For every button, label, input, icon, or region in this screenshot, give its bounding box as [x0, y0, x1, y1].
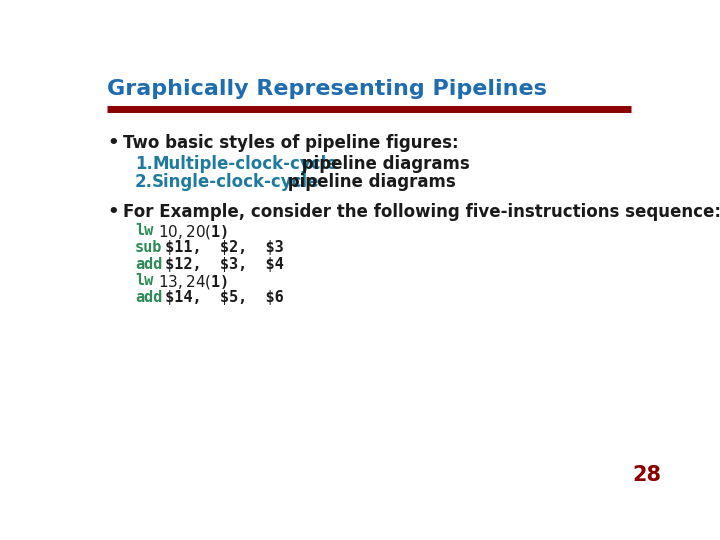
- Text: pipeline diagrams: pipeline diagrams: [282, 173, 456, 191]
- Text: sub: sub: [135, 240, 162, 254]
- Text: Multiple-clock-cycle: Multiple-clock-cycle: [152, 155, 338, 173]
- Text: 28: 28: [632, 465, 662, 485]
- Text: $14,  $5,  $6: $14, $5, $6: [156, 291, 284, 306]
- Text: Graphically Representing Pipelines: Graphically Representing Pipelines: [107, 79, 547, 99]
- Text: For Example, consider the following five-instructions sequence:: For Example, consider the following five…: [122, 204, 720, 221]
- Text: $11,  $2,  $3: $11, $2, $3: [156, 240, 284, 254]
- Text: Two basic styles of pipeline figures:: Two basic styles of pipeline figures:: [122, 134, 458, 152]
- Text: pipeline diagrams: pipeline diagrams: [296, 155, 469, 173]
- Text: 2.: 2.: [135, 173, 153, 191]
- Text: Single-clock-cycle: Single-clock-cycle: [152, 173, 320, 191]
- Text: 1.: 1.: [135, 155, 153, 173]
- Text: lw: lw: [135, 273, 153, 288]
- Text: •: •: [107, 204, 119, 221]
- Text: $10,  20($1): $10, 20($1): [149, 222, 228, 241]
- Text: lw: lw: [135, 222, 153, 238]
- Text: add: add: [135, 256, 162, 272]
- Text: •: •: [107, 134, 119, 152]
- Text: add: add: [135, 291, 162, 306]
- Text: $12,  $3,  $4: $12, $3, $4: [156, 256, 284, 272]
- Text: $13,  24($1): $13, 24($1): [149, 273, 228, 292]
